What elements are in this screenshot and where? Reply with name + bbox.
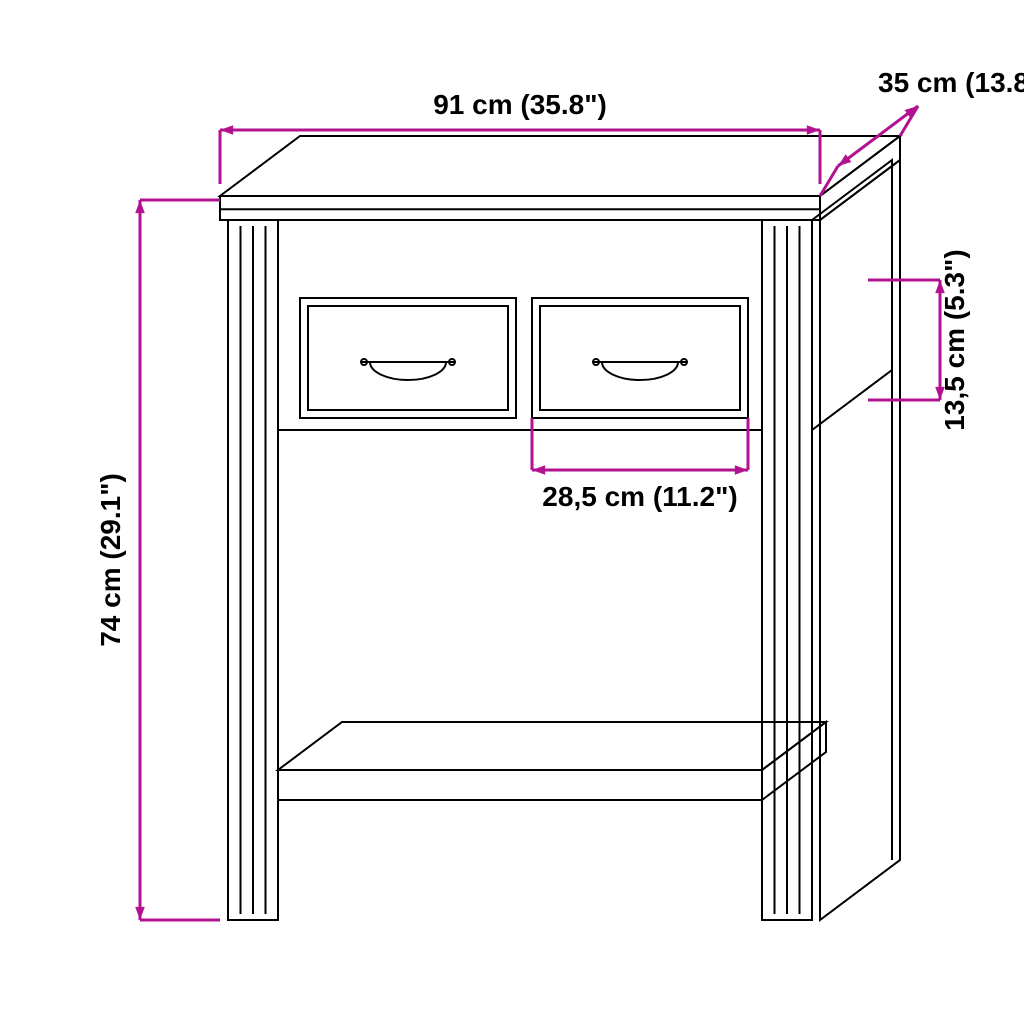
dim-width: 91 cm (35.8") xyxy=(433,89,607,120)
dim-drawer-width: 28,5 cm (11.2") xyxy=(542,481,737,512)
dim-depth: 35 cm (13.8") xyxy=(878,67,1024,98)
dim-height: 74 cm (29.1") xyxy=(95,473,126,647)
dim-drawer-height: 13,5 cm (5.3") xyxy=(939,249,970,430)
